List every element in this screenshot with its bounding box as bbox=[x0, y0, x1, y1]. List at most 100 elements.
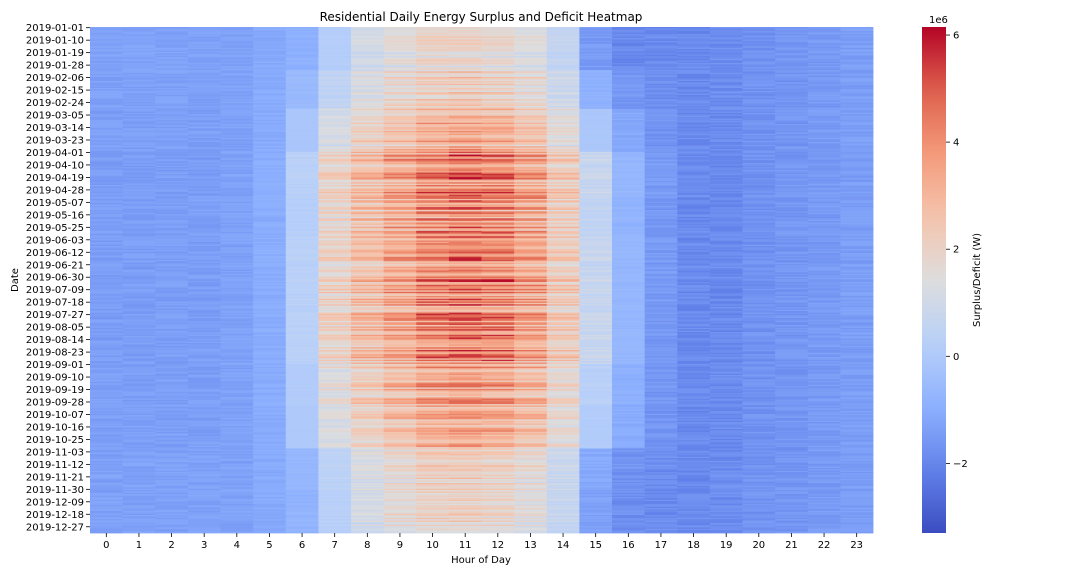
heatmap-cell bbox=[775, 86, 809, 89]
heatmap-cell bbox=[416, 118, 450, 121]
heatmap-cell bbox=[253, 147, 287, 150]
heatmap-cell bbox=[351, 142, 385, 144]
heatmap-cell bbox=[318, 279, 352, 282]
heatmap-cell bbox=[155, 261, 189, 264]
heatmap-cell bbox=[122, 240, 156, 243]
heatmap-cell bbox=[187, 69, 221, 72]
heatmap-cell bbox=[220, 241, 254, 244]
heatmap-cell bbox=[416, 51, 450, 54]
heatmap-cell bbox=[546, 269, 580, 272]
heatmap-cell bbox=[155, 190, 189, 193]
heatmap-cell bbox=[644, 200, 678, 203]
heatmap-cell bbox=[514, 150, 548, 153]
heatmap-cell bbox=[481, 78, 515, 81]
heatmap-cell bbox=[742, 126, 776, 129]
heatmap-cell bbox=[579, 247, 613, 250]
heatmap-cell bbox=[285, 78, 319, 81]
heatmap-cell bbox=[546, 207, 580, 210]
heatmap-cell bbox=[840, 218, 874, 221]
heatmap-cell bbox=[155, 129, 189, 132]
heatmap-cell bbox=[448, 204, 482, 207]
heatmap-cell bbox=[383, 289, 417, 291]
heatmap-cell bbox=[351, 108, 385, 111]
heatmap-cell bbox=[579, 75, 613, 78]
heatmap-cell bbox=[840, 207, 874, 210]
heatmap-cell bbox=[807, 282, 841, 284]
heatmap-cell bbox=[775, 200, 809, 203]
heatmap-cell bbox=[546, 108, 580, 111]
heatmap-cell bbox=[644, 301, 678, 304]
heatmap-cell bbox=[90, 289, 124, 291]
heatmap-cell bbox=[644, 64, 678, 67]
heatmap-cell bbox=[612, 280, 646, 283]
heatmap-cell bbox=[416, 63, 450, 65]
heatmap-cell bbox=[318, 190, 352, 193]
heatmap-cell bbox=[383, 112, 417, 115]
heatmap-cell bbox=[546, 307, 580, 309]
heatmap-cell bbox=[644, 204, 678, 207]
heatmap-cell bbox=[187, 214, 221, 216]
heatmap-cell bbox=[416, 143, 450, 146]
heatmap-cell bbox=[448, 67, 482, 69]
heatmap-cell bbox=[775, 283, 809, 286]
heatmap-cell bbox=[285, 244, 319, 247]
heatmap-cell bbox=[677, 286, 711, 289]
heatmap-cell bbox=[546, 298, 580, 301]
heatmap-cell bbox=[383, 97, 417, 100]
heatmap-cell bbox=[351, 36, 385, 39]
heatmap-cell bbox=[285, 85, 319, 88]
heatmap-cell bbox=[677, 108, 711, 111]
heatmap-cell bbox=[644, 171, 678, 173]
heatmap-cell bbox=[383, 89, 417, 92]
heatmap-cell bbox=[253, 275, 287, 277]
heatmap-cell bbox=[677, 140, 711, 143]
heatmap-cell bbox=[546, 241, 580, 244]
heatmap-cell bbox=[546, 268, 580, 271]
heatmap-cell bbox=[481, 294, 515, 297]
heatmap-cell bbox=[612, 222, 646, 225]
heatmap-cell bbox=[840, 228, 874, 230]
heatmap-cell bbox=[122, 209, 156, 212]
heatmap-cell bbox=[514, 282, 548, 284]
heatmap-cell bbox=[383, 148, 417, 151]
heatmap-cell bbox=[220, 189, 254, 191]
heatmap-cell bbox=[677, 254, 711, 257]
heatmap-cell bbox=[840, 194, 874, 197]
heatmap-cell bbox=[448, 283, 482, 286]
heatmap-cell bbox=[514, 112, 548, 115]
heatmap-cell bbox=[351, 79, 385, 82]
heatmap-cell bbox=[383, 96, 417, 99]
heatmap-cell bbox=[514, 258, 548, 261]
heatmap-cell bbox=[90, 265, 124, 268]
heatmap-cell bbox=[383, 279, 417, 282]
heatmap-cell bbox=[155, 136, 189, 139]
heatmap-cell bbox=[155, 28, 189, 31]
heatmap-cell bbox=[579, 273, 613, 276]
heatmap-cell bbox=[351, 173, 385, 176]
heatmap-cell bbox=[122, 237, 156, 240]
heatmap-cell bbox=[775, 35, 809, 38]
heatmap-cell bbox=[155, 142, 189, 144]
heatmap-cell bbox=[775, 259, 809, 262]
heatmap-cell bbox=[416, 279, 450, 282]
heatmap-cell bbox=[514, 198, 548, 201]
heatmap-cell bbox=[318, 100, 352, 103]
heatmap-cell bbox=[448, 273, 482, 276]
heatmap-cell bbox=[775, 128, 809, 130]
heatmap-cell bbox=[187, 262, 221, 265]
heatmap-cell bbox=[742, 143, 776, 146]
heatmap-cell bbox=[677, 50, 711, 53]
heatmap-cell bbox=[416, 96, 450, 99]
heatmap-cell bbox=[416, 291, 450, 294]
heatmap-cell bbox=[448, 236, 482, 239]
heatmap-cell bbox=[481, 153, 515, 155]
heatmap-cell bbox=[448, 35, 482, 38]
heatmap-cell bbox=[253, 286, 287, 289]
heatmap-cell bbox=[546, 309, 580, 312]
heatmap-cell bbox=[416, 193, 450, 196]
heatmap-cell bbox=[318, 56, 352, 58]
heatmap-cell bbox=[807, 147, 841, 150]
heatmap-cell bbox=[579, 63, 613, 65]
heatmap-cell bbox=[285, 107, 319, 110]
heatmap-cell bbox=[253, 311, 287, 313]
